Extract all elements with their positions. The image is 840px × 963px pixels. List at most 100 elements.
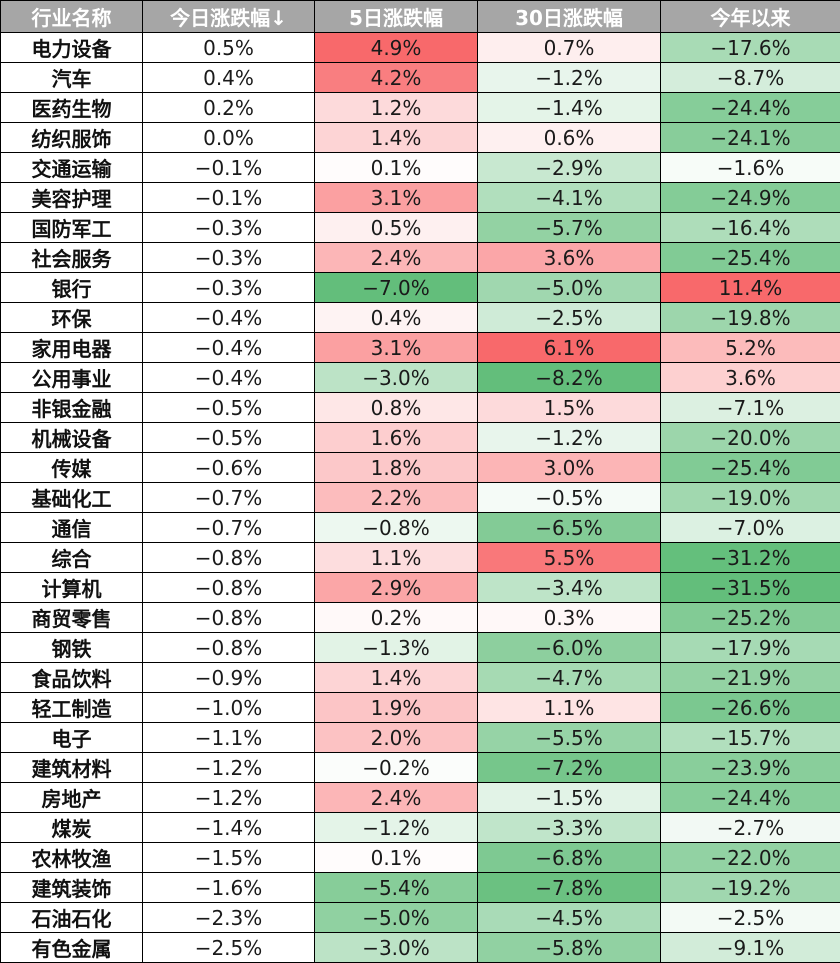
30day-change-cell: −0.5% [478, 483, 661, 513]
5day-change-cell: 0.1% [315, 153, 478, 183]
5day-change-cell: 0.1% [315, 843, 478, 873]
ytd-change-cell: −21.9% [661, 663, 840, 693]
column-header-ytd-change: 今年以来 [661, 1, 840, 33]
industry-name-cell: 商贸零售 [1, 603, 143, 633]
30day-change-cell: 3.6% [478, 243, 661, 273]
industry-name-cell: 银行 [1, 273, 143, 303]
ytd-change-cell: −22.0% [661, 843, 840, 873]
today-change-cell: −0.3% [143, 273, 315, 303]
today-change-cell: −0.4% [143, 303, 315, 333]
5day-change-cell: 2.2% [315, 483, 478, 513]
industry-name-cell: 建筑材料 [1, 753, 143, 783]
5day-change-cell: 1.2% [315, 93, 478, 123]
table-row: 商贸零售−0.8%0.2%0.3%−25.2% [1, 603, 840, 633]
30day-change-cell: −2.9% [478, 153, 661, 183]
industry-name-cell: 钢铁 [1, 633, 143, 663]
today-change-cell: −1.4% [143, 813, 315, 843]
today-change-cell: −0.6% [143, 453, 315, 483]
industry-name-cell: 美容护理 [1, 183, 143, 213]
5day-change-cell: 1.8% [315, 453, 478, 483]
industry-name-cell: 纺织服饰 [1, 123, 143, 153]
table-row: 建筑材料−1.2%−0.2%−7.2%−23.9% [1, 753, 840, 783]
table-row: 钢铁−0.8%−1.3%−6.0%−17.9% [1, 633, 840, 663]
today-change-cell: −0.5% [143, 393, 315, 423]
5day-change-cell: 0.2% [315, 603, 478, 633]
ytd-change-cell: −25.4% [661, 243, 840, 273]
5day-change-cell: 2.4% [315, 783, 478, 813]
industry-name-cell: 通信 [1, 513, 143, 543]
30day-change-cell: 6.1% [478, 333, 661, 363]
today-change-cell: −0.3% [143, 243, 315, 273]
30day-change-cell: 0.7% [478, 33, 661, 63]
ytd-change-cell: 3.6% [661, 363, 840, 393]
column-header-industry: 行业名称 [1, 1, 143, 33]
today-change-cell: −2.3% [143, 903, 315, 933]
industry-name-cell: 电力设备 [1, 33, 143, 63]
industry-name-cell: 有色金属 [1, 933, 143, 963]
5day-change-cell: −5.4% [315, 873, 478, 903]
30day-change-cell: −5.5% [478, 723, 661, 753]
ytd-change-cell: 11.4% [661, 273, 840, 303]
5day-change-cell: 1.1% [315, 543, 478, 573]
ytd-change-cell: −26.6% [661, 693, 840, 723]
ytd-change-cell: −2.5% [661, 903, 840, 933]
30day-change-cell: −5.8% [478, 933, 661, 963]
5day-change-cell: −0.2% [315, 753, 478, 783]
industry-name-cell: 综合 [1, 543, 143, 573]
30day-change-cell: −6.8% [478, 843, 661, 873]
today-change-cell: −0.1% [143, 183, 315, 213]
industry-name-cell: 交通运输 [1, 153, 143, 183]
30day-change-cell: 1.5% [478, 393, 661, 423]
30day-change-cell: 0.3% [478, 603, 661, 633]
today-change-cell: 0.5% [143, 33, 315, 63]
table-row: 非银金融−0.5%0.8%1.5%−7.1% [1, 393, 840, 423]
table-row: 环保−0.4%0.4%−2.5%−19.8% [1, 303, 840, 333]
today-change-cell: −0.7% [143, 483, 315, 513]
30day-change-cell: −3.3% [478, 813, 661, 843]
ytd-change-cell: −24.1% [661, 123, 840, 153]
today-change-cell: −0.8% [143, 603, 315, 633]
30day-change-cell: −1.5% [478, 783, 661, 813]
30day-change-cell: −3.4% [478, 573, 661, 603]
today-change-cell: −0.5% [143, 423, 315, 453]
ytd-change-cell: −20.0% [661, 423, 840, 453]
table-row: 美容护理−0.1%3.1%−4.1%−24.9% [1, 183, 840, 213]
industry-name-cell: 国防军工 [1, 213, 143, 243]
industry-name-cell: 食品饮料 [1, 663, 143, 693]
today-change-cell: −1.2% [143, 783, 315, 813]
table-row: 有色金属−2.5%−3.0%−5.8%−9.1% [1, 933, 840, 963]
table-row: 食品饮料−0.9%1.4%−4.7%−21.9% [1, 663, 840, 693]
industry-name-cell: 电子 [1, 723, 143, 753]
ytd-change-cell: −31.5% [661, 573, 840, 603]
today-change-cell: −0.4% [143, 333, 315, 363]
table-row: 国防军工−0.3%0.5%−5.7%−16.4% [1, 213, 840, 243]
table-row: 石油石化−2.3%−5.0%−4.5%−2.5% [1, 903, 840, 933]
column-header-5day-change: 5日涨跌幅 [315, 1, 478, 33]
table-row: 电子−1.1%2.0%−5.5%−15.7% [1, 723, 840, 753]
5day-change-cell: 1.4% [315, 663, 478, 693]
industry-name-cell: 医药生物 [1, 93, 143, 123]
5day-change-cell: 1.6% [315, 423, 478, 453]
5day-change-cell: −1.2% [315, 813, 478, 843]
industry-name-cell: 环保 [1, 303, 143, 333]
industry-name-cell: 轻工制造 [1, 693, 143, 723]
30day-change-cell: −5.7% [478, 213, 661, 243]
industry-name-cell: 非银金融 [1, 393, 143, 423]
today-change-cell: −1.5% [143, 843, 315, 873]
industry-name-cell: 公用事业 [1, 363, 143, 393]
ytd-change-cell: −25.2% [661, 603, 840, 633]
ytd-change-cell: −31.2% [661, 543, 840, 573]
5day-change-cell: 3.1% [315, 183, 478, 213]
industry-name-cell: 石油石化 [1, 903, 143, 933]
ytd-change-cell: −2.7% [661, 813, 840, 843]
today-change-cell: −2.5% [143, 933, 315, 963]
ytd-change-cell: −9.1% [661, 933, 840, 963]
ytd-change-cell: −23.9% [661, 753, 840, 783]
table-row: 家用电器−0.4%3.1%6.1%5.2% [1, 333, 840, 363]
table-row: 银行−0.3%−7.0%−5.0%11.4% [1, 273, 840, 303]
ytd-change-cell: −24.9% [661, 183, 840, 213]
today-change-cell: 0.4% [143, 63, 315, 93]
